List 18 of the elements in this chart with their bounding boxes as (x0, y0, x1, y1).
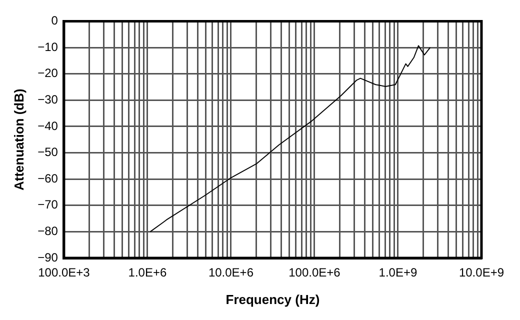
x-tick-label: 100.0E+3 (38, 266, 90, 280)
x-tick-label: 10.0E+9 (458, 266, 504, 280)
x-tick-label: 100.0E+6 (288, 266, 341, 280)
y-tick-label: −70 (38, 198, 58, 212)
y-axis-title: Attenuation (dB) (11, 88, 26, 191)
y-tick-label: −40 (38, 118, 58, 133)
x-tick-label: 1.0E+6 (128, 266, 167, 280)
y-tick-label: −10 (38, 40, 58, 54)
y-tick-label: −80 (38, 224, 58, 238)
y-tick-label: −90 (38, 250, 58, 264)
y-tick-label: −30 (38, 92, 58, 106)
x-tick-label: 10.0E+6 (208, 266, 254, 280)
y-tick-label: −60 (38, 171, 58, 186)
y-tick-label: −20 (38, 66, 58, 80)
y-tick-label: −50 (38, 145, 58, 160)
y-tick-label: 0 (51, 14, 58, 28)
x-axis-title: Frequency (Hz) (226, 292, 320, 307)
x-tick-label: 1.0E+9 (378, 266, 418, 280)
